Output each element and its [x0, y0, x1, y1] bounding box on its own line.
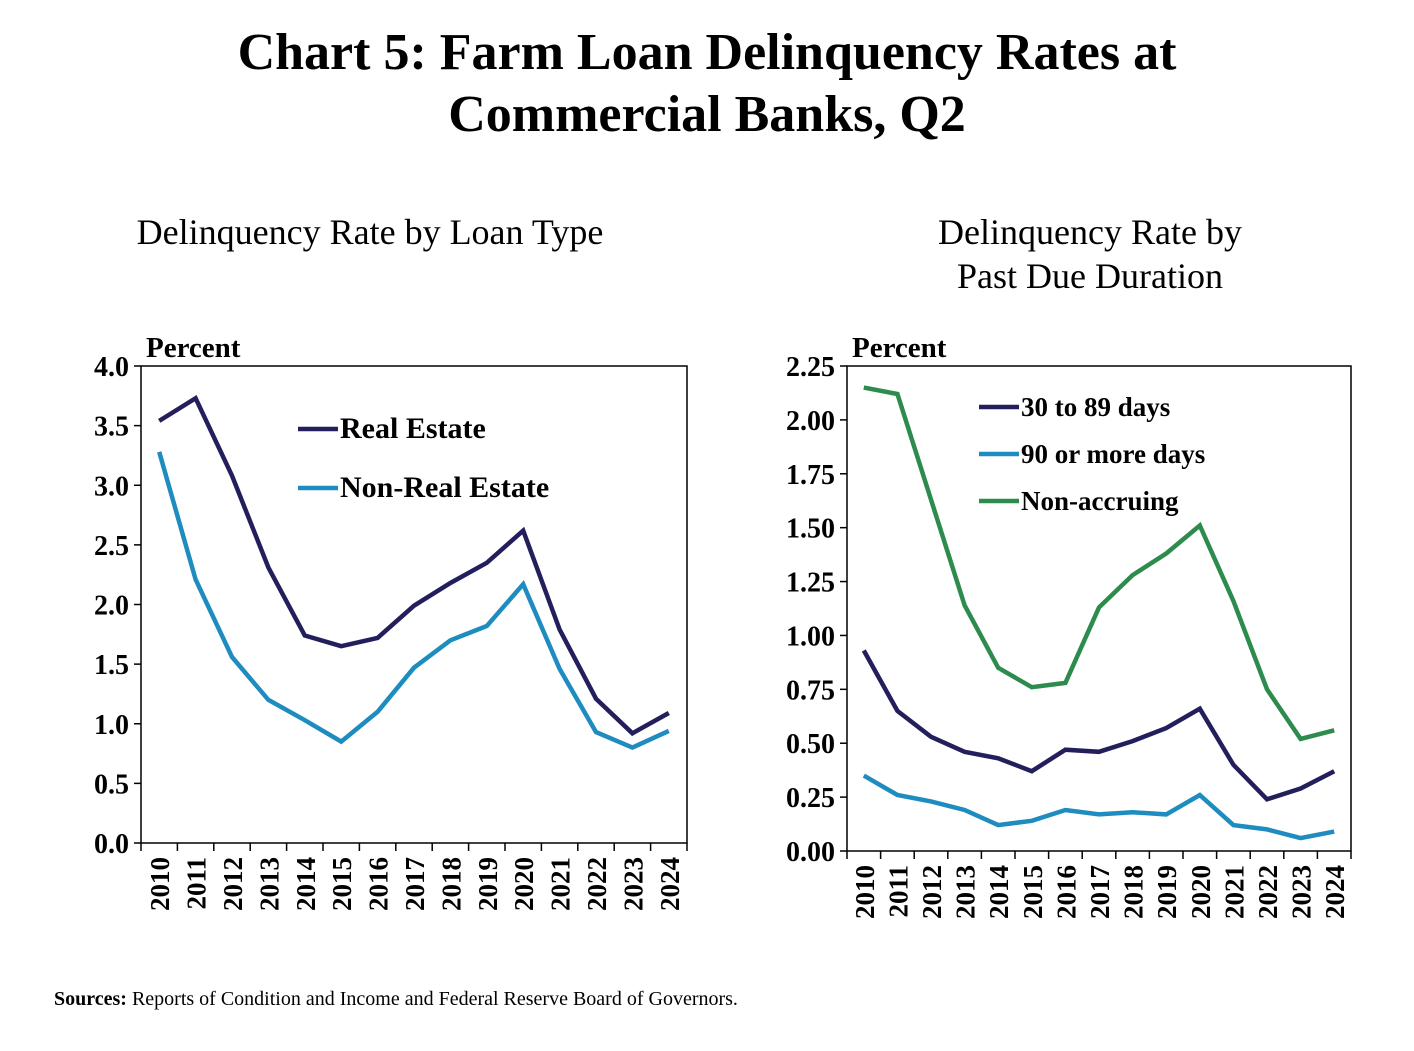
y-tick-label: 0.5 [94, 769, 129, 800]
x-tick-label: 2018 [1119, 865, 1149, 919]
x-tick-label: 2021 [546, 857, 576, 911]
y-tick-label: 2.25 [786, 352, 835, 383]
x-tick-label: 2022 [582, 857, 612, 911]
x-tick-label: 2015 [327, 857, 357, 911]
y-tick-label: 1.25 [786, 568, 835, 599]
y-tick-label: 3.5 [94, 412, 129, 443]
x-tick-label: 2011 [182, 857, 212, 910]
right-panel-subtitle-line-2: Past Due Duration [957, 256, 1223, 296]
x-tick-label: 2013 [951, 865, 981, 919]
chart-title-line-2: Commercial Banks, Q2 [448, 86, 966, 143]
y-axis-label: Percent [852, 332, 947, 364]
x-tick-label: 2023 [618, 857, 648, 911]
sources-text: Reports of Condition and Income and Fede… [131, 988, 738, 1010]
series-line-30-to-89-days [861, 649, 1336, 802]
y-tick-label: 2.0 [94, 591, 129, 622]
x-tick-label: 2019 [473, 857, 503, 911]
legend-label: Non-accruing [1021, 486, 1179, 516]
x-tick-label: 2024 [655, 857, 685, 911]
series-line-90-or-more-days [862, 773, 1335, 841]
x-tick-label: 2018 [436, 857, 466, 911]
y-tick-label: 0.25 [786, 783, 835, 814]
y-tick-label: 1.00 [786, 621, 835, 652]
x-tick-label: 2014 [984, 865, 1014, 919]
legend-label: 30 to 89 days [1021, 392, 1170, 422]
x-tick-label: 2012 [917, 865, 947, 919]
y-tick-label: 3.0 [94, 471, 129, 502]
y-tick-label: 0.50 [786, 729, 835, 760]
series-line-non-real-estate [157, 451, 670, 751]
y-tick-label: 1.5 [94, 650, 129, 681]
sources-note: Sources: Reports of Condition and Income… [54, 988, 738, 1011]
chart-title-line-1: Chart 5: Farm Loan Delinquency Rates at [237, 24, 1177, 81]
x-tick-label: 2019 [1152, 865, 1182, 919]
x-tick-label: 2011 [883, 865, 913, 918]
right-panel-subtitle-line-1: Delinquency Rate by [938, 212, 1242, 252]
x-tick-label: 2020 [1186, 865, 1216, 919]
legend-label: Real Estate [340, 412, 486, 445]
chart-title: Chart 5: Farm Loan Delinquency Rates at … [0, 22, 1414, 146]
series-line-real-estate [158, 394, 670, 737]
y-tick-label: 0.75 [786, 675, 835, 706]
y-tick-label: 2.00 [786, 406, 835, 437]
x-tick-label: 2017 [400, 857, 430, 911]
x-tick-label: 2017 [1085, 865, 1115, 919]
past-due-line-chart: 0.00 0.25 0.50 0.75 1.00 1.25 1.50 1.75 2.00 2.25… [786, 332, 1352, 919]
y-tick-label: 1.50 [786, 514, 835, 545]
y-tick-label: 4.0 [94, 352, 129, 383]
x-tick-label: 2010 [850, 865, 880, 919]
x-tick-label: 2024 [1320, 865, 1350, 919]
legend-label: Non-Real Estate [340, 471, 549, 504]
series-line-non-accruing [863, 385, 1335, 742]
left-panel-subtitle: Delinquency Rate by Loan Type [80, 210, 660, 254]
x-tick-label: 2016 [364, 857, 394, 911]
x-tick-label: 2016 [1051, 865, 1081, 919]
y-tick-label: 1.75 [786, 460, 835, 491]
x-tick-label: 2010 [145, 857, 175, 911]
left-panel-subtitle-text: Delinquency Rate by Loan Type [136, 212, 604, 252]
legend-label: 90 or more days [1021, 439, 1205, 469]
x-tick-label: 2022 [1253, 865, 1283, 919]
y-tick-label: 0.0 [94, 829, 129, 860]
x-tick-label: 2021 [1219, 865, 1249, 919]
x-tick-label: 2020 [509, 857, 539, 911]
sources-label: Sources: [54, 988, 127, 1010]
right-panel-subtitle: Delinquency Rate by Past Due Duration [800, 210, 1380, 298]
y-axis-label: Percent [146, 332, 241, 364]
x-tick-label: 2013 [254, 857, 284, 911]
y-tick-label: 0.00 [786, 837, 835, 868]
x-tick-label: 2012 [218, 857, 248, 911]
y-tick-label: 1.0 [94, 710, 129, 741]
plot-frame [846, 365, 1352, 852]
x-tick-label: 2014 [291, 857, 321, 911]
x-tick-label: 2015 [1018, 865, 1048, 919]
y-tick-label: 2.5 [94, 531, 129, 562]
x-tick-label: 2023 [1287, 865, 1317, 919]
